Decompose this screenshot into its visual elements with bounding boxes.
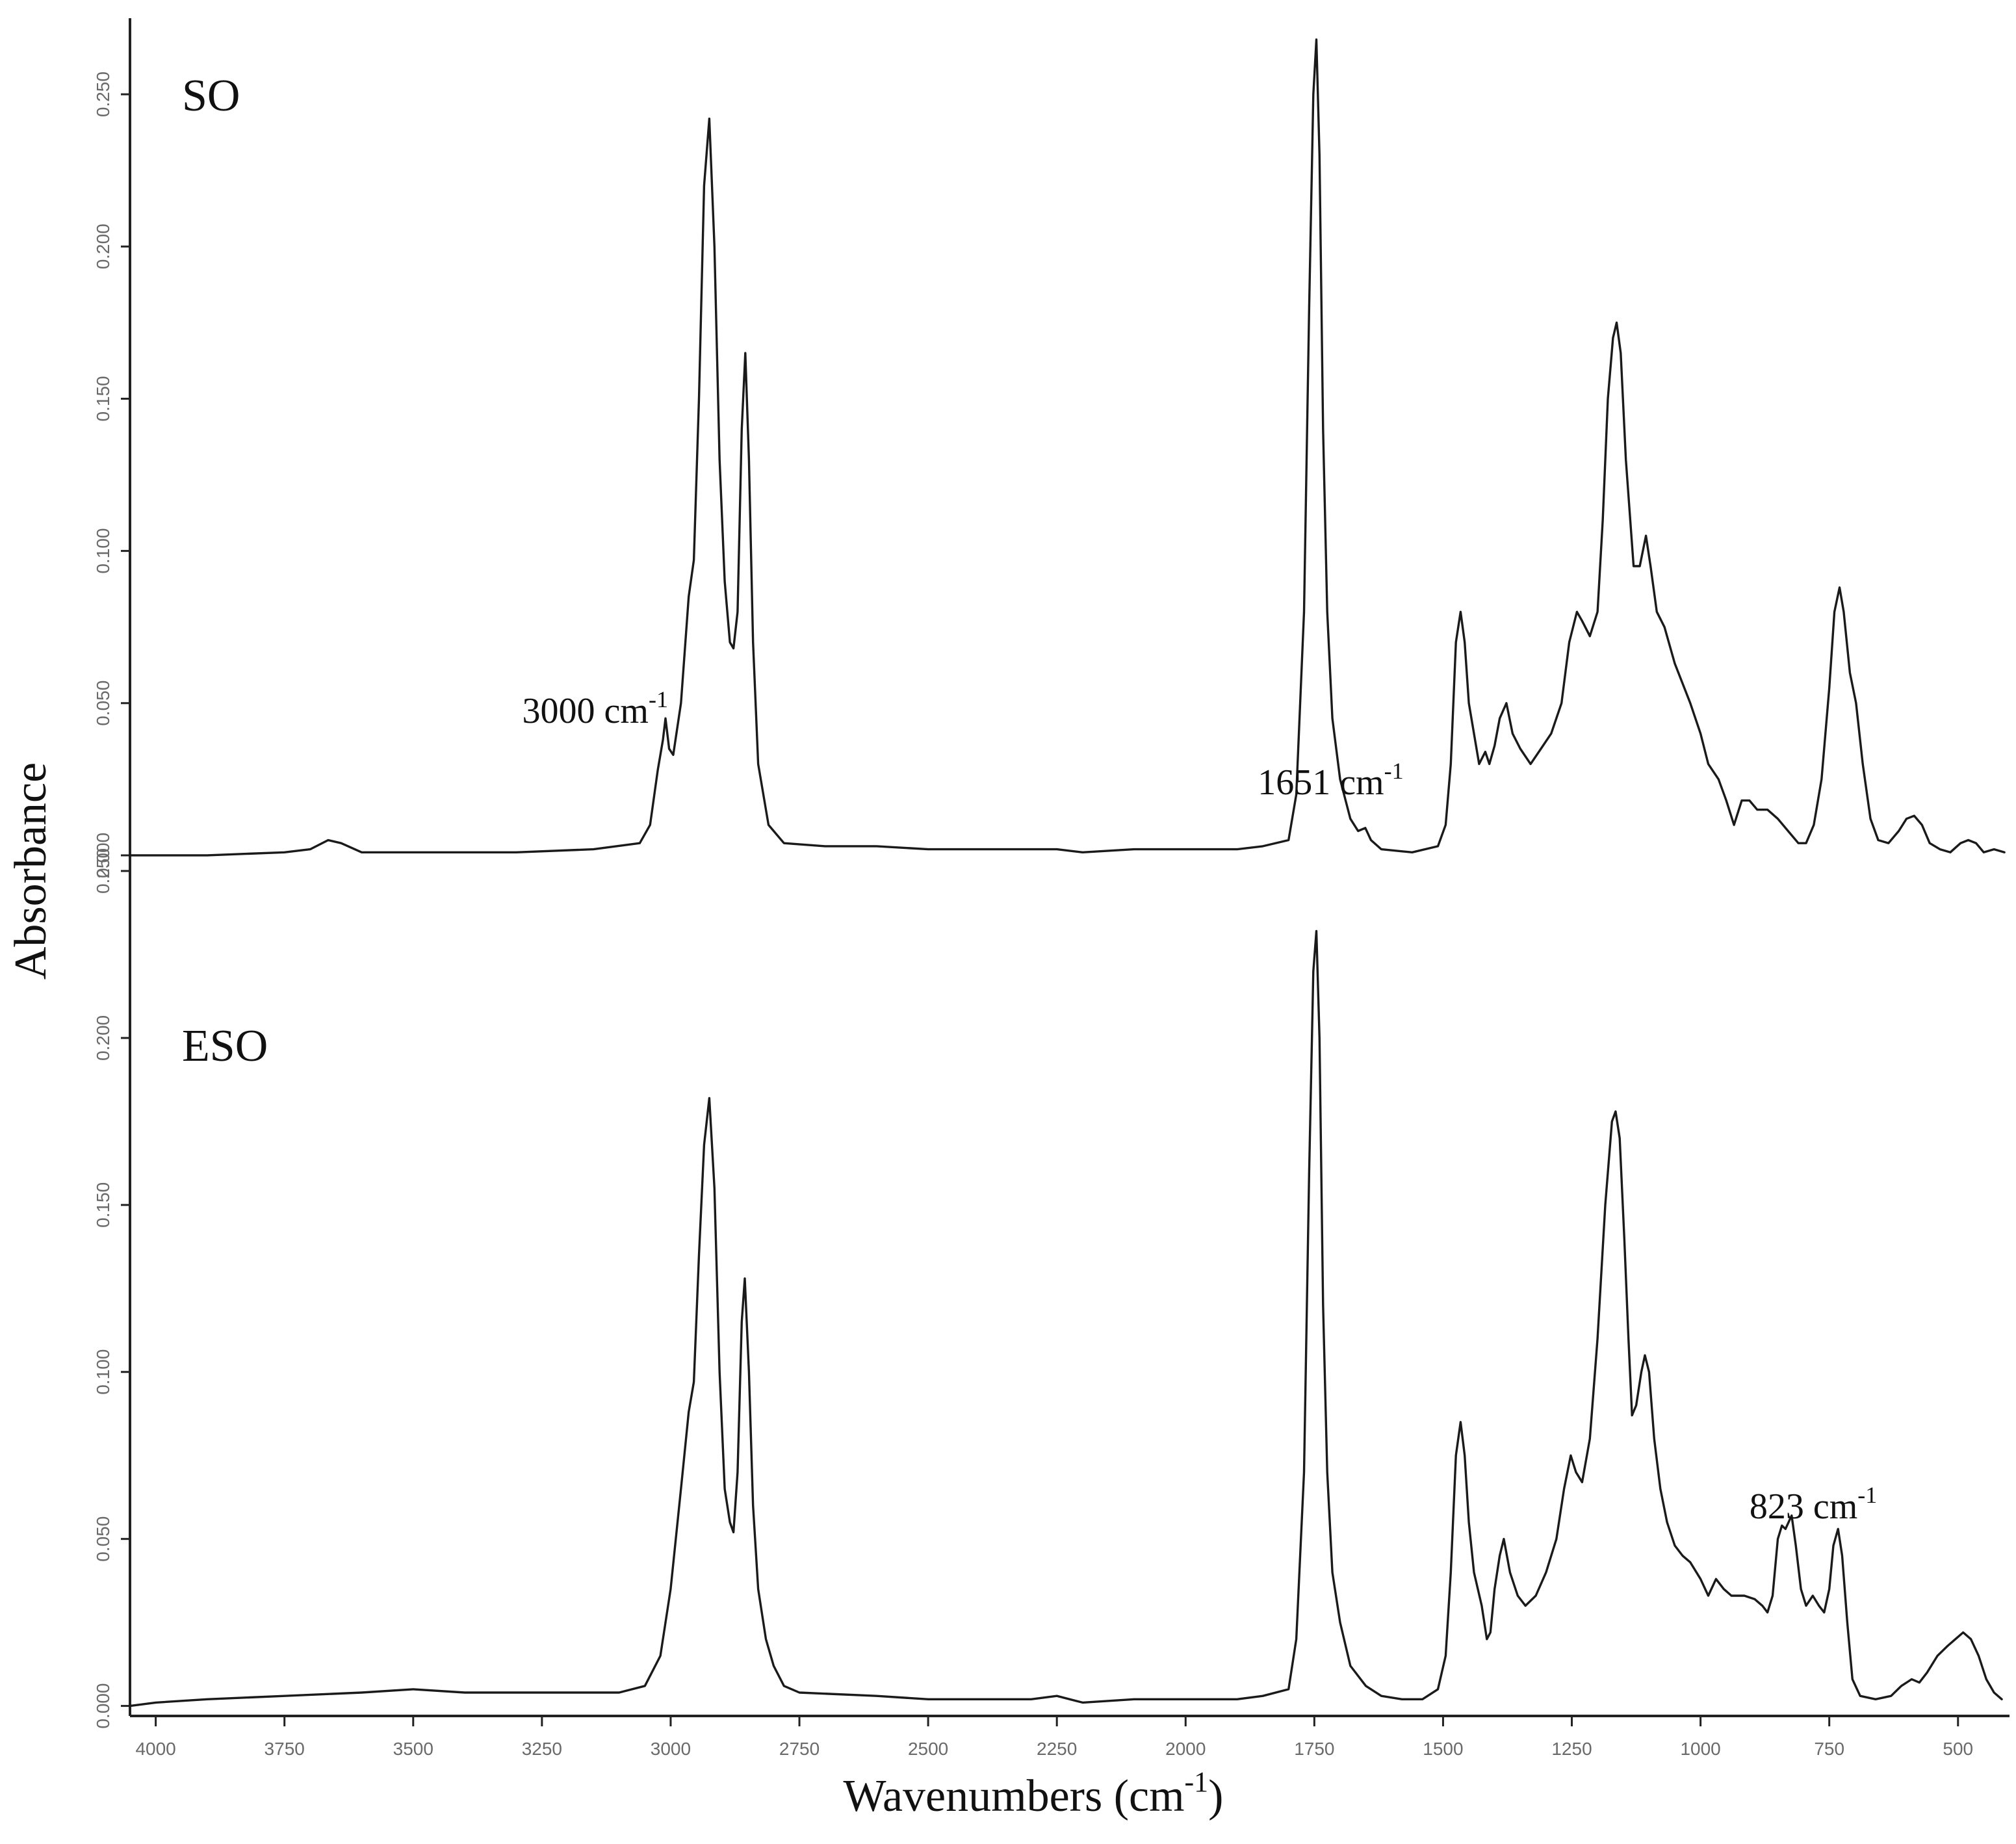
so-y-tick-label-0.250: 0.250 xyxy=(93,71,113,117)
x-tick-label-1750: 1750 xyxy=(1294,1739,1334,1759)
x-tick-label-1500: 1500 xyxy=(1423,1739,1463,1759)
so-annotation-0-superscript: -1 xyxy=(649,686,668,712)
so-annotation-1-text: 1651 cm xyxy=(1258,762,1384,803)
eso-annotation-0: 823 cm-1 xyxy=(1750,1482,1877,1527)
eso-spectrum-line xyxy=(129,929,2003,1708)
x-axis-label-superscript: -1 xyxy=(1185,1766,1209,1798)
panel-eso: 0.000 0.050 0.100 0.150 0.200 0.250 ESO 823 cm-… xyxy=(93,848,2003,1729)
so-y-tick-label-0.200: 0.200 xyxy=(93,224,113,269)
so-annotation-1: 1651 cm-1 xyxy=(1258,758,1403,803)
x-tick-label-3750: 3750 xyxy=(265,1739,305,1759)
x-tick-label-2750: 2750 xyxy=(779,1739,820,1759)
so-panel-label: SO xyxy=(182,71,240,121)
so-annotation-0: 3000 cm-1 xyxy=(523,686,668,731)
x-tick-label-2500: 2500 xyxy=(908,1739,948,1759)
x-tick-label-2000: 2000 xyxy=(1165,1739,1206,1759)
so-annotation-0-text: 3000 cm xyxy=(523,691,649,731)
so-y-tick-label-0.100: 0.100 xyxy=(93,528,113,574)
x-axis-label-end: ) xyxy=(1208,1771,1223,1821)
eso-y-tick-label-0.100: 0.100 xyxy=(93,1349,113,1395)
eso-y-tick-label-0.200: 0.200 xyxy=(93,1015,113,1061)
so-y-tick-label-0.150: 0.150 xyxy=(93,376,113,421)
eso-y-tick-label-0.050: 0.050 xyxy=(93,1516,113,1562)
eso-y-tick-label-0.150: 0.150 xyxy=(93,1182,113,1228)
eso-panel-label: ESO xyxy=(182,1021,268,1071)
x-tick-label-2250: 2250 xyxy=(1037,1739,1077,1759)
x-tick-label-4000: 4000 xyxy=(135,1739,175,1759)
eso-y-tick-label-0.250: 0.250 xyxy=(93,848,113,894)
x-axis-ticks: 4000 3750 3500 3250 3000 2750 2500 2250 2000 1750… xyxy=(135,1716,1973,1759)
x-tick-label-1250: 1250 xyxy=(1551,1739,1592,1759)
x-tick-label-750: 750 xyxy=(1814,1739,1844,1759)
eso-y-tick-label-0.000: 0.000 xyxy=(93,1683,113,1729)
x-tick-label-3500: 3500 xyxy=(393,1739,433,1759)
x-axis-label-text: Wavenumbers (cm xyxy=(844,1771,1185,1821)
eso-annotation-0-superscript: -1 xyxy=(1857,1482,1877,1508)
x-tick-label-3000: 3000 xyxy=(651,1739,691,1759)
x-axis-label: Wavenumbers (cm-1) xyxy=(844,1766,1224,1821)
so-spectrum-line xyxy=(129,38,2006,857)
x-tick-label-500: 500 xyxy=(1943,1739,1973,1759)
x-tick-label-3250: 3250 xyxy=(522,1739,562,1759)
so-y-tick-label-0.000: 0.000 xyxy=(93,833,113,878)
eso-annotation-0-text: 823 cm xyxy=(1750,1487,1857,1527)
so-annotation-1-superscript: -1 xyxy=(1384,758,1404,784)
so-y-tick-label-0.050: 0.050 xyxy=(93,681,113,726)
x-tick-label-1000: 1000 xyxy=(1680,1739,1720,1759)
plot-frame xyxy=(129,18,2010,1717)
y-axis-label: Absorbance xyxy=(6,762,56,980)
